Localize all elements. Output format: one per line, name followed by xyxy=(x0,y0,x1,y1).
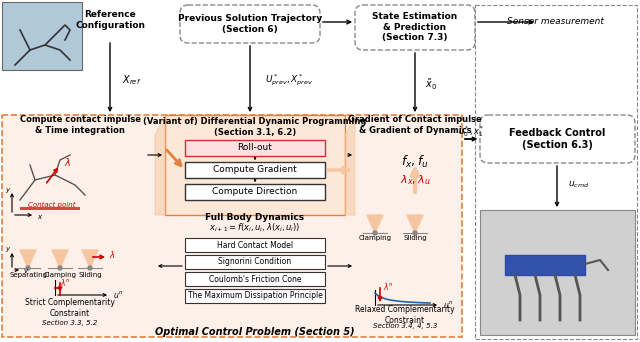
Polygon shape xyxy=(407,215,423,233)
Text: Feedback Control
(Section 6.3): Feedback Control (Section 6.3) xyxy=(509,128,605,150)
Text: Compute contact impulse
& Time integration: Compute contact impulse & Time integrati… xyxy=(19,115,141,135)
Text: x: x xyxy=(37,214,41,220)
Text: $u^{n}$: $u^{n}$ xyxy=(443,300,453,311)
Text: $\lambda$: $\lambda$ xyxy=(64,156,71,168)
Polygon shape xyxy=(20,250,36,268)
Text: Section 3.3, 5.2: Section 3.3, 5.2 xyxy=(42,320,98,326)
Bar xyxy=(20,207,80,210)
Text: Full Body Dynamics: Full Body Dynamics xyxy=(205,213,305,223)
Text: Sensor measurement: Sensor measurement xyxy=(507,17,604,26)
Text: Compute Gradient: Compute Gradient xyxy=(213,166,297,174)
Text: Separating: Separating xyxy=(9,272,47,278)
Text: $\lambda_x , \lambda_u$: $\lambda_x , \lambda_u$ xyxy=(399,173,431,187)
Bar xyxy=(185,255,325,269)
Text: Sliding: Sliding xyxy=(78,272,102,278)
Polygon shape xyxy=(52,250,68,268)
Text: Gradient of Contact impulse
& Gradient of Dynamics: Gradient of Contact impulse & Gradient o… xyxy=(348,115,482,135)
Bar xyxy=(185,140,325,156)
Text: (Variant of) Differential Dynamic Programming
(Section 3.1, 6.2): (Variant of) Differential Dynamic Progra… xyxy=(143,117,367,137)
Circle shape xyxy=(58,266,62,270)
Polygon shape xyxy=(345,115,355,215)
Text: Hard Contact Model: Hard Contact Model xyxy=(217,240,293,250)
Bar xyxy=(475,5,637,339)
Circle shape xyxy=(373,231,377,235)
Circle shape xyxy=(413,231,417,235)
Text: $u^*_0, x^*_1$: $u^*_0, x^*_1$ xyxy=(458,124,484,140)
Text: Reference
Configuration: Reference Configuration xyxy=(75,10,145,30)
Text: Clamping: Clamping xyxy=(358,235,392,241)
Text: $x_{i+1} = f(x_i, u_i, \lambda(x_i, u_i))$: $x_{i+1} = f(x_i, u_i, \lambda(x_i, u_i)… xyxy=(209,222,301,234)
Text: Signorini Condition: Signorini Condition xyxy=(218,258,292,266)
Text: $U^*_{prev}, X^*_{prev}$: $U^*_{prev}, X^*_{prev}$ xyxy=(265,72,313,88)
Bar xyxy=(185,162,325,178)
Text: $\lambda^{n}$: $\lambda^{n}$ xyxy=(60,277,70,289)
Text: $\tilde{x}_0$: $\tilde{x}_0$ xyxy=(425,78,437,92)
Text: Compute Direction: Compute Direction xyxy=(212,187,298,197)
Text: Optimal Control Problem (Section 5): Optimal Control Problem (Section 5) xyxy=(155,327,355,337)
Bar xyxy=(185,238,325,252)
Text: $X_{ref}$: $X_{ref}$ xyxy=(122,73,141,87)
Bar xyxy=(480,210,635,335)
Text: Relaxed Complementarity
Constraint: Relaxed Complementarity Constraint xyxy=(355,305,455,325)
FancyBboxPatch shape xyxy=(355,5,475,50)
Text: Strict Complementarity
Constraint: Strict Complementarity Constraint xyxy=(25,298,115,318)
Text: v: v xyxy=(23,268,27,274)
Text: Roll-out: Roll-out xyxy=(237,144,273,153)
Bar xyxy=(2,2,82,70)
Text: y: y xyxy=(5,187,9,193)
Text: y: y xyxy=(5,246,9,252)
Text: $u_{cmd}$: $u_{cmd}$ xyxy=(568,180,589,190)
Text: $\lambda^{n}$: $\lambda^{n}$ xyxy=(383,281,394,292)
Text: The Maximum Dissipation Principle: The Maximum Dissipation Principle xyxy=(188,291,323,301)
Bar xyxy=(185,289,325,303)
Text: $f_x , f_u$: $f_x , f_u$ xyxy=(401,154,429,170)
Text: Clamping: Clamping xyxy=(44,272,77,278)
Circle shape xyxy=(26,266,30,270)
Polygon shape xyxy=(155,115,165,215)
Text: State Estimation
& Prediction
(Section 7.3): State Estimation & Prediction (Section 7… xyxy=(372,12,458,42)
Polygon shape xyxy=(82,250,98,268)
Polygon shape xyxy=(367,215,383,233)
Text: Contact point: Contact point xyxy=(28,202,76,208)
Text: Section 3.4, 4, 5.3: Section 3.4, 4, 5.3 xyxy=(373,323,437,329)
Text: Sliding: Sliding xyxy=(403,235,427,241)
FancyBboxPatch shape xyxy=(180,5,320,43)
FancyBboxPatch shape xyxy=(480,115,635,163)
Text: $\lambda$: $\lambda$ xyxy=(109,250,115,261)
Text: Coulomb's Friction Cone: Coulomb's Friction Cone xyxy=(209,275,301,284)
Bar xyxy=(185,272,325,286)
Bar xyxy=(165,115,345,215)
Bar xyxy=(2,115,462,337)
Circle shape xyxy=(88,266,92,270)
Text: $u^{n}$: $u^{n}$ xyxy=(113,289,124,301)
Bar xyxy=(185,184,325,200)
Text: Previous Solution Trajectory
(Section 6): Previous Solution Trajectory (Section 6) xyxy=(178,14,322,34)
